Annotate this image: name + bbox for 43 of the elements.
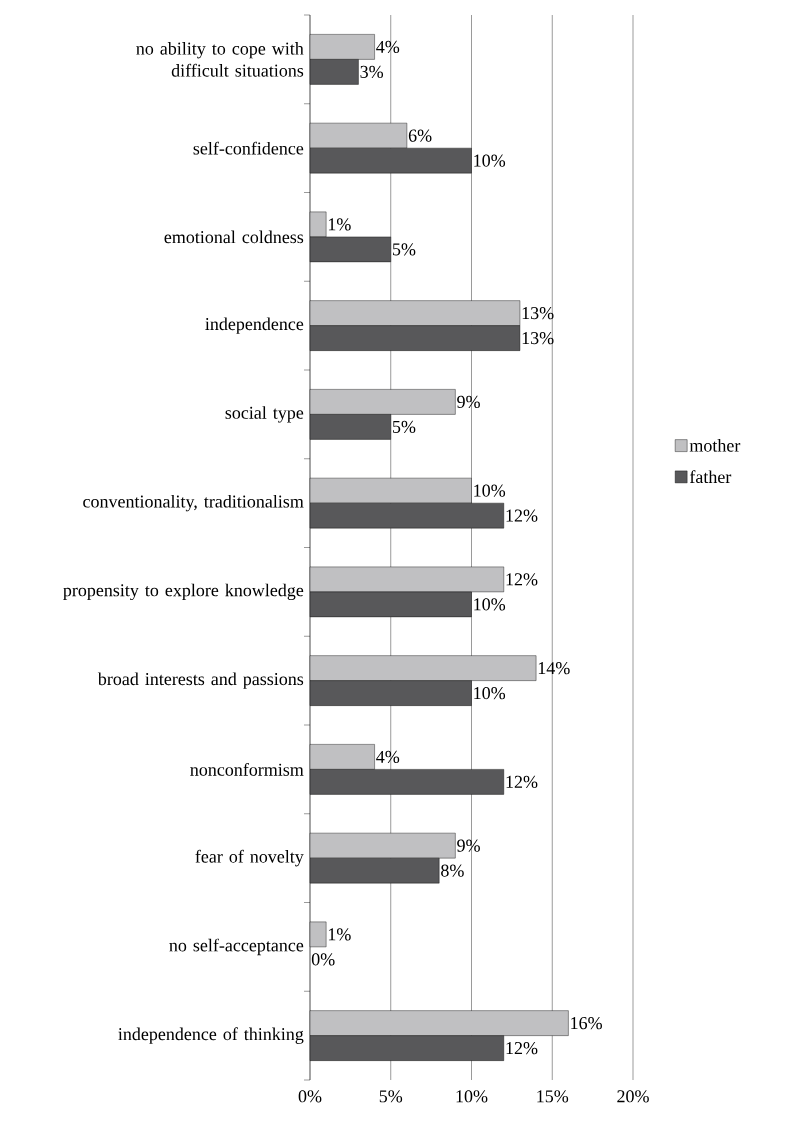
data-label: 5% bbox=[393, 420, 416, 433]
data-label: 12% bbox=[506, 509, 538, 522]
y-tick-label: fear of novelty bbox=[195, 849, 304, 867]
data-label: 10% bbox=[474, 598, 506, 611]
data-label: 9% bbox=[457, 395, 480, 408]
x-tick-label: 5% bbox=[379, 1090, 403, 1103]
y-tick-label: broad interests and passions bbox=[97, 672, 304, 689]
data-label: 16% bbox=[571, 1017, 602, 1030]
data-label: 0% bbox=[311, 953, 335, 966]
y-tick-label: emotional coldness bbox=[164, 230, 304, 244]
data-label: 14% bbox=[538, 662, 570, 675]
x-tick-label: 10% bbox=[456, 1090, 488, 1103]
data-label: 4% bbox=[376, 750, 400, 763]
x-tick-label: 20% bbox=[617, 1090, 649, 1103]
data-label: 6% bbox=[408, 129, 432, 142]
data-label: 13% bbox=[522, 332, 554, 345]
data-label: 12% bbox=[506, 775, 538, 788]
y-tick-label: nonconformism bbox=[190, 762, 304, 776]
y-tick-label: independence of thinking bbox=[118, 1027, 304, 1044]
data-label: 9% bbox=[457, 839, 480, 852]
legend-label: mother bbox=[689, 439, 741, 452]
x-tick-label: 0% bbox=[298, 1090, 322, 1103]
data-label: 10% bbox=[474, 687, 506, 700]
data-label: 3% bbox=[360, 65, 384, 78]
y-tick-label: no ability to cope with difficult situations bbox=[136, 42, 304, 77]
data-label: 13% bbox=[522, 307, 554, 320]
y-tick-label: conventionality, traditionalism bbox=[83, 494, 304, 512]
y-tick-label: self-confidence bbox=[193, 141, 304, 155]
data-label: 10% bbox=[474, 484, 506, 497]
data-label: 5% bbox=[393, 243, 416, 256]
data-label: 1% bbox=[328, 928, 351, 941]
data-label: 1% bbox=[328, 218, 351, 231]
y-tick-label: independence bbox=[205, 317, 304, 334]
data-label: 12% bbox=[506, 573, 538, 586]
y-tick-label: no self-acceptance bbox=[169, 938, 304, 956]
data-label: 10% bbox=[474, 154, 506, 167]
legend-label: father bbox=[689, 470, 732, 484]
data-label: 12% bbox=[506, 1042, 538, 1055]
x-tick-label: 15% bbox=[537, 1090, 569, 1103]
data-label: 4% bbox=[376, 40, 400, 53]
y-tick-label: social type bbox=[225, 406, 304, 423]
y-tick-label: propensity to explore knowledge bbox=[63, 583, 304, 601]
data-label: 8% bbox=[441, 864, 464, 877]
